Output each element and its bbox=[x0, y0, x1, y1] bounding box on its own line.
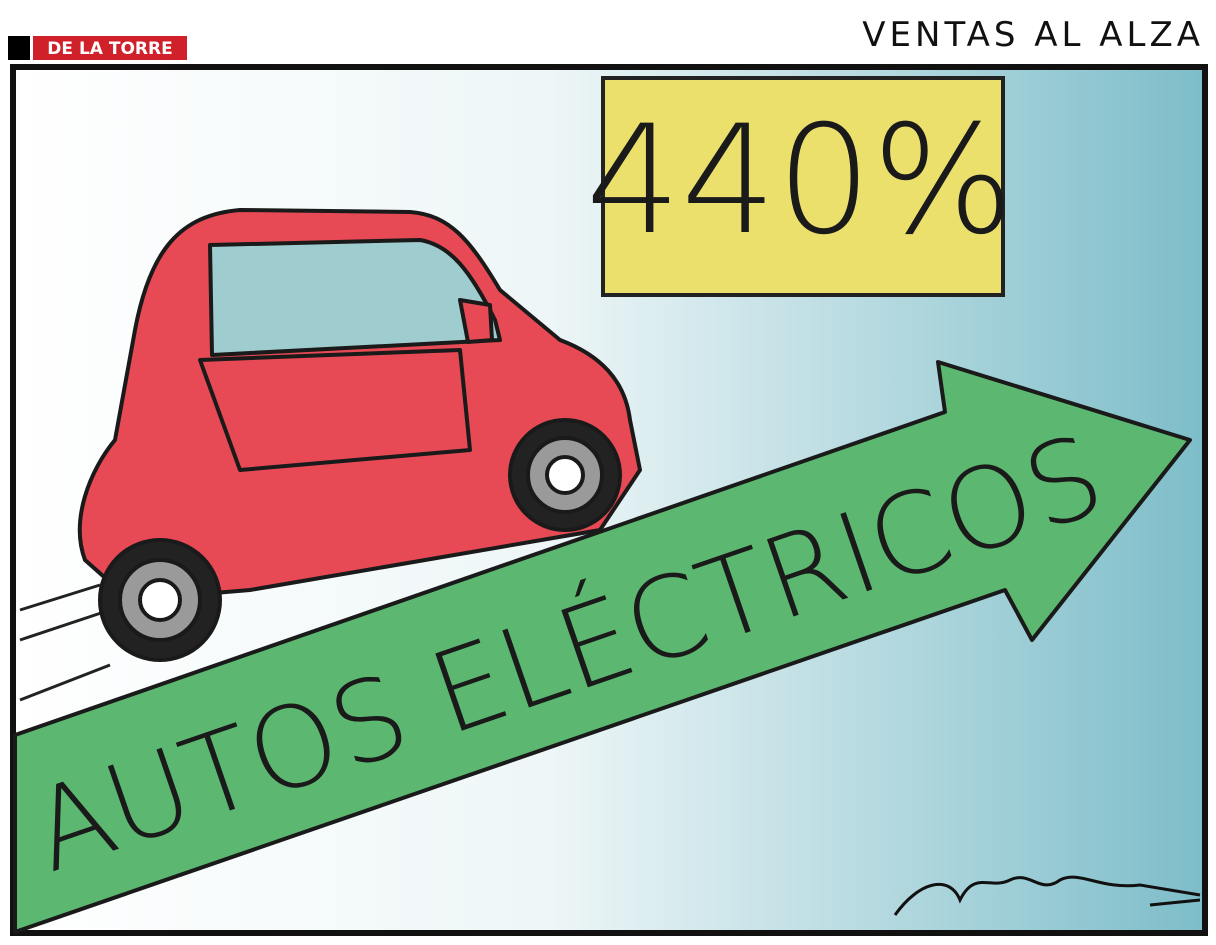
cartoon: DE LA TORRE VENTAS AL ALZA 440% AUTOS EL… bbox=[0, 0, 1216, 945]
sign-text: 440% bbox=[586, 94, 1015, 268]
page: DE LA TORRE VENTAS AL ALZA 440% AUTOS EL… bbox=[0, 0, 1216, 945]
badge-square bbox=[8, 36, 30, 60]
title: VENTAS AL ALZA bbox=[862, 15, 1204, 55]
badge-text: DE LA TORRE bbox=[47, 39, 172, 59]
